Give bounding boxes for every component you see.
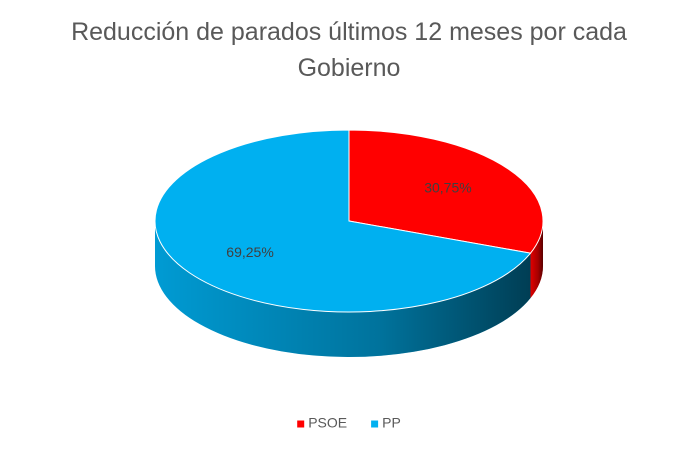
legend-label: PSOE [308,415,347,431]
data-label: 30,75% [424,180,471,196]
legend-swatch [371,420,379,428]
slice [348,129,544,254]
side-shade [530,221,543,299]
legend-swatch [297,420,305,428]
legend-label: PP [382,415,401,431]
data-label: 69,25% [226,244,273,260]
slice [154,129,532,313]
chart-title: Reducción de parados últimos 12 meses po… [71,18,627,82]
side-shade [155,221,531,357]
